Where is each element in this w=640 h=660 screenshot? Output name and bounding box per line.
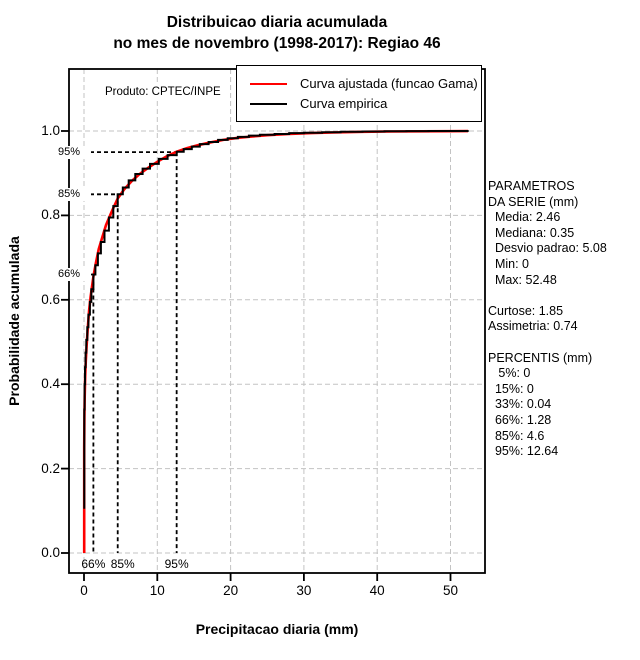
statistics-line: Media: 2.46: [488, 210, 561, 225]
chart-title-line2: no mes de novembro (1998-2017): Regiao 4…: [113, 35, 441, 52]
y-tick-label: 1.0: [41, 123, 60, 138]
statistics-line: Desvio padrao: 5.08: [488, 241, 607, 256]
y-tick-label: 0.4: [41, 376, 60, 392]
x-tick-label: 50: [442, 583, 459, 598]
gamma-fit-curve: [82, 129, 469, 553]
statistics-line: Mediana: 0.35: [488, 225, 575, 240]
statistics-line: 95%: 12.64: [488, 444, 559, 459]
statistics-line: Curtose: 1.85: [488, 303, 564, 318]
statistics-line: PARAMETROS: [488, 179, 575, 193]
percentile-left-label: 66%: [47, 268, 91, 282]
statistics-line: [488, 288, 607, 304]
x-tick-label: 10: [149, 583, 165, 598]
legend-item-ajustada: Curva ajustada (funcao Gama): [237, 74, 481, 94]
statistics-line: 5%: 0: [488, 366, 531, 381]
statistics-line: Min: 0: [488, 256, 529, 271]
statistics-line: PERCENTIS (mm): [488, 350, 593, 365]
y-tick-label: 0.0: [41, 545, 60, 560]
statistics-line: 85%: 4.6: [488, 428, 545, 443]
statistics-line: DA SERIE (mm): [488, 194, 579, 209]
legend-item-empirica: Curva empirica: [237, 94, 481, 114]
percentile-left-label: 95%: [47, 146, 91, 160]
percentile-bottom-label: 95%: [164, 557, 189, 571]
legend: Curva ajustada (funcao Gama) Curva empir…: [236, 65, 482, 122]
statistics-line: Assimetria: 0.74: [488, 319, 578, 334]
percentile-bottom-label: 66%: [81, 557, 106, 571]
percentile-bottom-label: 85%: [110, 557, 135, 571]
y-tick-label: 0.6: [41, 291, 60, 307]
y-axis-title: Probabilidade acumulada: [6, 236, 22, 406]
x-tick-label: 0: [80, 583, 88, 598]
y-tick-label: 0.8: [41, 207, 60, 223]
legend-label-empirica: Curva empirica: [300, 96, 388, 111]
x-tick-label: 30: [296, 583, 312, 598]
produto-annotation: Produto: CPTEC/INPE: [102, 85, 224, 99]
red-line-swatch: [250, 83, 287, 85]
empirical-curve: [83, 130, 469, 509]
statistics-line: 15%: 0: [488, 381, 534, 396]
statistics-line: 33%: 0.04: [488, 397, 552, 412]
statistics-line: Max: 52.48: [488, 272, 557, 287]
legend-label-ajustada: Curva ajustada (funcao Gama): [300, 76, 478, 91]
percentile-left-label: 85%: [47, 188, 91, 202]
x-tick-label: 20: [223, 583, 239, 598]
statistics-panel: PARAMETROS DA SERIE (mm) Media: 2.46 Medi…: [488, 179, 607, 460]
statistics-line: [488, 335, 607, 351]
y-tick-label: 0.2: [41, 460, 60, 476]
chart-title-line1: Distribuicao diaria acumulada: [166, 14, 388, 31]
plot-border: [68, 68, 486, 574]
black-line-swatch: [250, 103, 287, 105]
x-axis-title: Precipitacao diaria (mm): [195, 621, 359, 637]
x-tick-label: 40: [369, 583, 385, 598]
statistics-line: 66%: 1.28: [488, 412, 552, 427]
